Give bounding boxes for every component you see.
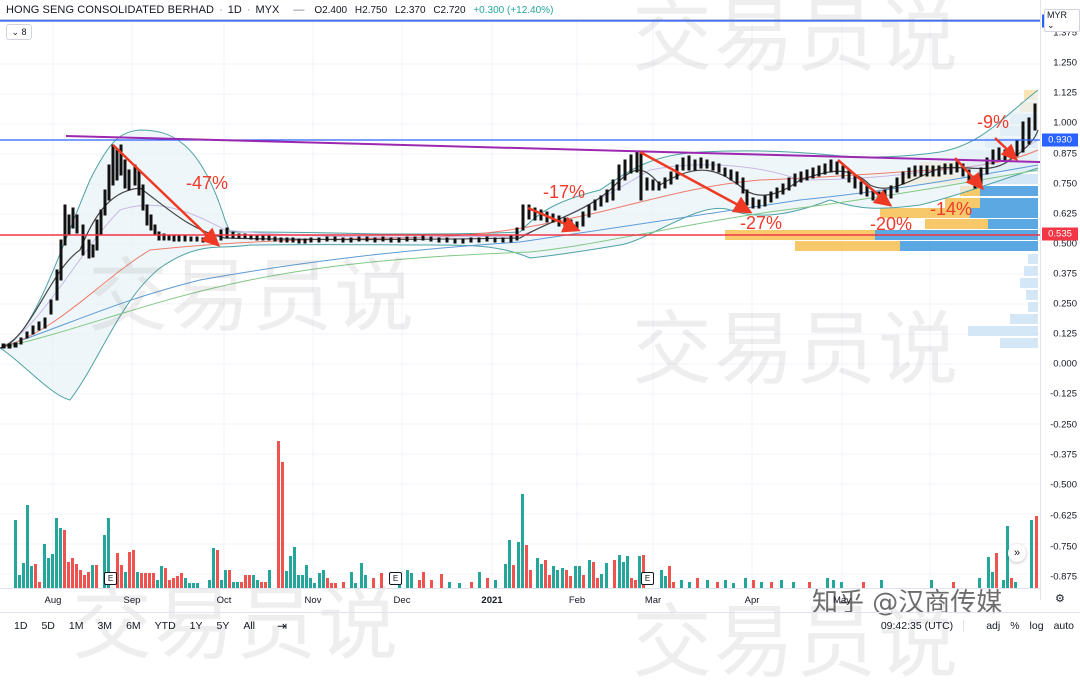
- time-label: Nov: [304, 595, 322, 606]
- price-tick: 0.375: [1053, 268, 1077, 280]
- percent-toggle[interactable]: %: [1010, 620, 1020, 632]
- currency-selector[interactable]: MYR ⌄: [1044, 9, 1080, 32]
- time-label: Mar: [644, 595, 662, 606]
- earnings-marker[interactable]: E: [104, 572, 117, 585]
- range-all[interactable]: All: [243, 620, 256, 632]
- time-label: May: [833, 595, 851, 606]
- price-tick: 0.125: [1053, 328, 1077, 340]
- price-tick: 0.875: [1053, 148, 1077, 160]
- range-5y[interactable]: 5Y: [216, 620, 230, 632]
- interval[interactable]: 1D: [227, 4, 242, 16]
- ma-blue: [0, 164, 1039, 349]
- price-tick: 0.625: [1053, 208, 1077, 220]
- drawdown-arrows: [112, 137, 1019, 248]
- resistance-trendline: [65, 135, 1040, 163]
- grid: [0, 20, 1040, 588]
- bollinger-band-fill: [0, 90, 1038, 400]
- exchange: MYX: [255, 4, 280, 16]
- time-label: Aug: [44, 595, 62, 606]
- bottom-right-options: 09:42:35 (UTC) adj % log auto: [881, 620, 1074, 632]
- earnings-marker[interactable]: E: [641, 572, 654, 585]
- annotation-drawdown-6: -9%: [977, 112, 1010, 132]
- time-axis[interactable]: Aug Sep Oct Nov Dec 2021 Feb Mar Apr May: [0, 588, 1040, 611]
- time-label: Sep: [123, 595, 141, 606]
- price-tick: -0.250: [1050, 419, 1077, 431]
- symbol-legend: HONG SENG CONSOLIDATED BERHAD · 1D · MYX…: [0, 0, 1040, 20]
- annotation-drawdown-2: -17%: [543, 182, 586, 202]
- price-tick: 1.250: [1053, 57, 1077, 69]
- minus-icon[interactable]: —: [293, 4, 305, 16]
- symbol-name[interactable]: HONG SENG CONSOLIDATED BERHAD: [6, 4, 215, 16]
- range-5d[interactable]: 5D: [41, 620, 55, 632]
- earnings-marker[interactable]: E: [389, 572, 402, 585]
- range-1m[interactable]: 1M: [68, 620, 84, 632]
- annotation-drawdown-5: -14%: [930, 199, 973, 219]
- price-tick: -0.750: [1050, 541, 1077, 553]
- price-tick: -0.500: [1050, 479, 1077, 491]
- change-value: +0.300 (+12.40%): [473, 4, 554, 16]
- price-tick: 0.250: [1053, 298, 1077, 310]
- open-value: O2.400: [314, 4, 348, 16]
- price-chart[interactable]: [0, 0, 1040, 600]
- price-tag-0-930: 0.930: [1042, 133, 1078, 147]
- annotation-drawdown-3: -27%: [740, 213, 783, 233]
- high-value: H2.750: [354, 4, 388, 16]
- low-value: L2.370: [394, 4, 426, 16]
- price-tick: -0.875: [1050, 571, 1077, 583]
- range-1y[interactable]: 1Y: [189, 620, 203, 632]
- price-tick: -0.625: [1050, 510, 1077, 522]
- price-tick: 0.750: [1053, 178, 1077, 190]
- price-tick: 1.000: [1053, 117, 1077, 129]
- price-tag-0-535: 0.535: [1042, 227, 1078, 241]
- time-label: 2021: [481, 595, 503, 606]
- price-axis[interactable]: 1.420 1.375 1.250 1.125 1.000 0.930 0.87…: [1040, 0, 1080, 600]
- indicators-collapse-button[interactable]: ⌄ 8: [6, 24, 32, 40]
- range-ytd[interactable]: YTD: [154, 620, 176, 632]
- adj-toggle[interactable]: adj: [986, 620, 1001, 632]
- price-tick: 0.500: [1053, 238, 1077, 250]
- time-label: Oct: [216, 595, 232, 606]
- price-tick: 1.375: [1053, 27, 1077, 39]
- volume-bars: [14, 441, 1038, 588]
- ohlc-values: O2.400 H2.750 L2.370 C2.720 +0.300 (+12.…: [314, 5, 558, 16]
- price-tick: 1.125: [1053, 87, 1077, 99]
- price-tick: -0.375: [1050, 449, 1077, 461]
- time-label: Apr: [744, 595, 760, 606]
- scroll-to-realtime-button[interactable]: »: [1008, 544, 1026, 562]
- close-value: C2.720: [433, 4, 466, 16]
- log-toggle[interactable]: log: [1029, 620, 1044, 632]
- range-6m[interactable]: 6M: [126, 620, 141, 632]
- time-label: Dec: [393, 595, 411, 606]
- chart-settings-gear-icon[interactable]: ⚙: [1055, 593, 1065, 605]
- auto-toggle[interactable]: auto: [1053, 620, 1074, 632]
- price-tick: 0.000: [1053, 358, 1077, 370]
- annotation-drawdown-1: -47%: [186, 173, 229, 193]
- bottom-toolbar: 1D 5D 1M 3M 6M YTD 1Y 5Y All ⇥ 09:42:35 …: [0, 612, 1080, 639]
- time-label: Feb: [568, 595, 586, 606]
- range-3m[interactable]: 3M: [97, 620, 113, 632]
- price-tick: -0.125: [1050, 388, 1077, 400]
- calendar-goto-icon[interactable]: ⇥: [277, 619, 288, 633]
- clock-time[interactable]: 09:42:35 (UTC): [881, 620, 965, 632]
- annotation-drawdown-4: -20%: [870, 214, 913, 234]
- range-1d[interactable]: 1D: [14, 620, 28, 632]
